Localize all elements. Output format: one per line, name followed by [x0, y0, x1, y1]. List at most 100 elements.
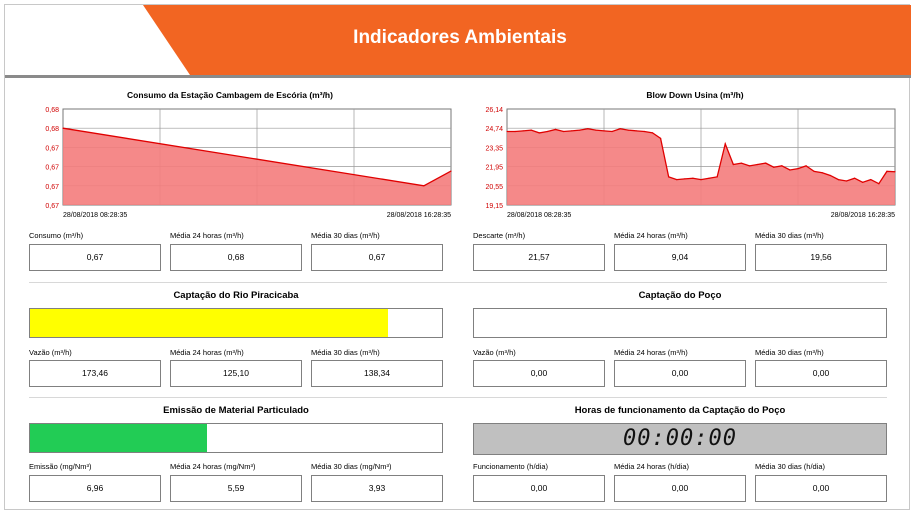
blowdown-data-point — [797, 168, 799, 170]
blowdown-data-point — [781, 165, 783, 167]
poco-level-bar — [473, 308, 887, 338]
blowdown-data-point — [635, 130, 637, 132]
blowdown-data-point — [886, 170, 888, 172]
chart-blowdown: 26,14 24,74 23,35 21,95 20,55 19,15 28/08/2018… — [467, 103, 897, 228]
poco-media24-value: 0,00 — [614, 360, 746, 387]
horas-media30-value: 0,00 — [755, 475, 887, 502]
consumo-area-fill — [63, 128, 451, 205]
emissao-level-bar — [29, 423, 443, 453]
blowdown-data-point — [562, 130, 565, 133]
consumo-data-point — [423, 185, 425, 187]
consumo-y-tick-label: 0,67 — [45, 184, 59, 191]
blowdown-data-point — [716, 176, 718, 178]
blowdown-data-point — [571, 130, 573, 132]
header-orange-band — [143, 5, 911, 75]
rio-media24-label: Média 24 horas (m³/h) — [170, 348, 244, 357]
rio-vazao-value: 173,46 — [29, 360, 161, 387]
consumo-y-tick-label: 0,67 — [45, 203, 59, 210]
blowdown-data-point — [853, 177, 856, 179]
blowdown-data-point — [651, 132, 654, 134]
blowdown-media24-label: Média 24 horas (m³/h) — [614, 231, 688, 240]
blowdown-data-point — [829, 174, 831, 177]
blowdown-data-point — [756, 163, 759, 166]
descarte-value: 21,57 — [473, 244, 605, 271]
emissao-media24-value: 5,59 — [170, 475, 302, 502]
blowdown-data-point — [514, 130, 516, 133]
blowdown-data-point — [805, 165, 807, 167]
emissao-value: 6,96 — [29, 475, 161, 502]
consumo-media24-label: Média 24 horas (m³/h) — [170, 231, 244, 240]
poco-media30-value: 0,00 — [755, 360, 887, 387]
blowdown-data-point — [732, 163, 734, 166]
consumo-y-tick-label: 0,68 — [45, 126, 59, 133]
horas-clock-display: 00:00:00 — [473, 423, 887, 455]
blowdown-data-point — [740, 162, 743, 164]
blowdown-data-point — [862, 181, 864, 183]
blowdown-data-point — [894, 171, 896, 173]
blowdown-x-start-label: 28/08/2018 08:28:35 — [507, 212, 571, 219]
rio-media24-value: 125,10 — [170, 360, 302, 387]
header-shape — [5, 5, 911, 75]
chart-consumo: 0,68 0,68 0,67 0,67 0,67 0,67 28/08/2018 08:28… — [23, 103, 453, 228]
blowdown-data-point — [554, 128, 557, 131]
blowdown-data-point — [765, 162, 767, 164]
horas-media30-label: Média 30 dias (h/dia) — [755, 462, 826, 471]
horas-title: Horas de funcionamento da Captação do Po… — [574, 405, 786, 416]
section-divider — [29, 397, 887, 398]
blowdown-area-fill — [507, 128, 895, 205]
horas-funcionamento-value: 0,00 — [473, 475, 605, 502]
consumo-value: 0,67 — [29, 244, 161, 271]
poco-title: Captação do Poço — [638, 290, 722, 301]
blowdown-data-point — [676, 178, 678, 181]
blowdown-y-tick-label: 23,35 — [485, 145, 503, 152]
blowdown-data-point — [700, 178, 702, 181]
blowdown-y-tick-label: 24,74 — [485, 126, 503, 133]
blowdown-x-end-label: 28/08/2018 16:28:35 — [831, 212, 895, 219]
consumo-data-point — [62, 127, 64, 129]
consumo-media30-value: 0,67 — [311, 244, 443, 271]
consumo-data-point — [450, 170, 452, 172]
blowdown-data-point — [773, 166, 775, 168]
rio-media30-value: 138,34 — [311, 360, 443, 387]
chart-blowdown-svg: 26,14 24,74 23,35 21,95 20,55 19,15 28/08/2018… — [485, 107, 896, 219]
horas-funcionamento-label: Funcionamento (h/dia) — [473, 462, 549, 471]
emissao-title: Emissão de Material Particulado — [163, 405, 309, 416]
blowdown-data-point — [789, 169, 791, 171]
rio-title: Captação do Rio Piracicaba — [173, 290, 299, 301]
blowdown-data-point — [627, 129, 629, 131]
blowdown-data-point — [643, 130, 646, 133]
blowdown-data-point — [748, 165, 751, 167]
emissao-label: Emissão (mg/Nm³) — [29, 462, 92, 471]
poco-media24-label: Média 24 horas (m³/h) — [614, 348, 688, 357]
blowdown-data-point — [530, 129, 532, 131]
chart-consumo-svg: 0,68 0,68 0,67 0,67 0,67 0,67 28/08/2018 08:28… — [45, 107, 452, 219]
poco-media30-label: Média 30 dias (m³/h) — [755, 348, 824, 357]
descarte-label: Descarte (m³/h) — [473, 231, 526, 240]
blowdown-data-point — [611, 130, 613, 133]
emissao-media24-label: Média 24 horas (mg/Nm³) — [170, 462, 256, 471]
blowdown-y-tick-label: 26,14 — [485, 107, 503, 114]
blowdown-media30-value: 19,56 — [755, 244, 887, 271]
header-divider — [5, 75, 911, 78]
blowdown-media24-value: 9,04 — [614, 244, 746, 271]
blowdown-data-point — [587, 128, 589, 130]
consumo-y-tick-label: 0,68 — [45, 107, 59, 114]
rio-level-bar — [29, 308, 443, 338]
chart-blowdown-title: Blow Down Usina (m³/h) — [646, 90, 744, 100]
blowdown-data-point — [724, 143, 726, 145]
blowdown-data-point — [506, 130, 508, 133]
blowdown-y-tick-label: 19,15 — [485, 203, 503, 210]
consumo-x-end-label: 28/08/2018 16:28:35 — [387, 212, 451, 219]
rio-media30-label: Média 30 dias (m³/h) — [311, 348, 380, 357]
blowdown-data-point — [878, 183, 880, 185]
blowdown-data-point — [659, 137, 662, 139]
dashboard-frame: Indicadores Ambientais Consumo da Estaçã… — [4, 4, 911, 510]
poco-vazao-value: 0,00 — [473, 360, 605, 387]
consumo-media30-label: Média 30 dias (m³/h) — [311, 231, 380, 240]
blowdown-data-point — [619, 128, 621, 130]
blowdown-data-point — [579, 129, 581, 131]
blowdown-data-point — [708, 177, 710, 179]
blowdown-media30-label: Média 30 dias (m³/h) — [755, 231, 824, 240]
consumo-y-tick-label: 0,67 — [45, 145, 59, 152]
header-banner: Indicadores Ambientais — [5, 5, 911, 75]
